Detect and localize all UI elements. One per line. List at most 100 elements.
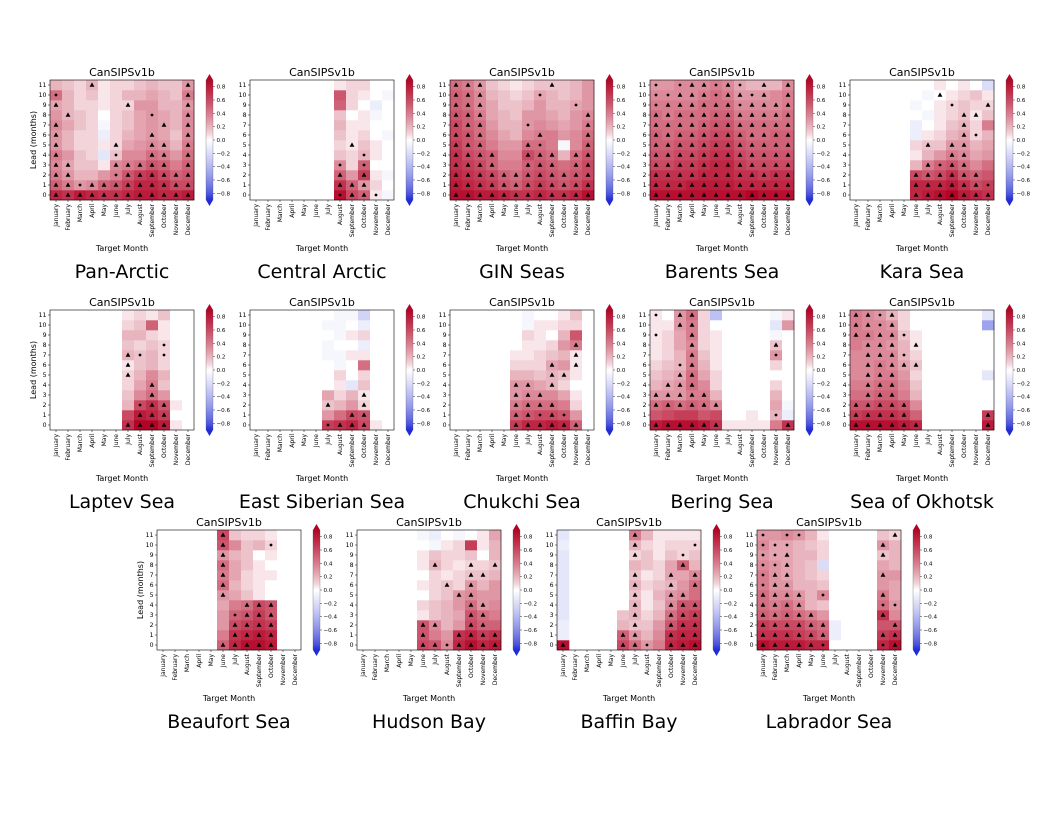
colorbar-tick-label: −0.6 [524, 628, 538, 634]
colorbar-tick-label: 0.4 [724, 561, 733, 567]
heatmap-cell [829, 620, 842, 631]
significance-triangle-marker [677, 142, 683, 147]
heatmap-cell [382, 330, 395, 341]
heatmap-cell [841, 620, 854, 631]
significance-triangle-marker [89, 182, 95, 187]
significance-triangle-marker [865, 352, 871, 357]
heatmap-cell [958, 90, 971, 101]
x-tick-label: April [489, 204, 496, 218]
heatmap-cell [265, 530, 278, 541]
significance-triangle-marker [889, 412, 895, 417]
x-tick-label: December [385, 203, 392, 235]
significance-triangle-marker [761, 152, 767, 157]
heatmap-cell [853, 640, 866, 651]
significance-triangle-marker [101, 192, 107, 197]
significance-triangle-marker [773, 182, 779, 187]
significance-triangle-marker [713, 192, 719, 197]
heatmap-cell [746, 310, 759, 321]
significance-triangle-marker [149, 392, 155, 397]
significance-triangle-marker [620, 642, 626, 647]
heatmap-cell [865, 550, 878, 561]
heatmap-cell [498, 140, 511, 151]
heatmap-cell [557, 630, 570, 641]
significance-triangle-marker [585, 122, 591, 127]
heatmap-cell [922, 330, 935, 341]
significance-triangle-marker [689, 362, 695, 367]
heatmap-cell [534, 330, 547, 341]
significance-triangle-marker [456, 592, 462, 597]
heatmap-cell [889, 580, 902, 591]
heatmap-cell [734, 350, 747, 361]
significance-dot-marker [162, 353, 166, 357]
heatmap-cell [958, 330, 971, 341]
heatmap-cell [570, 90, 583, 101]
heatmap-cell [982, 310, 995, 321]
heatmap-cell [946, 110, 959, 121]
significance-triangle-marker [668, 612, 674, 617]
heatmap-cell [134, 90, 147, 101]
heatmap-cell [74, 120, 87, 131]
heatmap-cell [853, 580, 866, 591]
colorbar-tick-label: 0.0 [817, 138, 826, 144]
heatmap-cell [946, 130, 959, 141]
colorbar-tick-label: 0.0 [924, 588, 933, 594]
heatmap-cell [970, 80, 983, 91]
heatmap-cell [382, 160, 395, 171]
heatmap-cell [558, 350, 571, 361]
heatmap-cell [557, 530, 570, 541]
significance-triangle-marker [773, 142, 779, 147]
significance-triangle-marker [561, 182, 567, 187]
heatmap-cell [382, 320, 395, 331]
heatmap-cell [746, 350, 759, 361]
significance-triangle-marker [737, 162, 743, 167]
colorbar-min-arrow [713, 650, 720, 656]
x-tick-label: April [489, 434, 496, 448]
x-tick-label: February [665, 204, 672, 231]
heatmap-cell [570, 310, 583, 321]
heatmap-cell [322, 320, 335, 331]
heatmap-cell [382, 190, 395, 201]
heatmap-cell [853, 620, 866, 631]
chart-title: CanSIPSv1b [689, 296, 755, 309]
significance-triangle-marker [913, 182, 919, 187]
heatmap-cell [182, 320, 195, 331]
significance-triangle-marker [701, 102, 707, 107]
significance-triangle-marker [784, 562, 790, 567]
heatmap-cell [546, 120, 559, 131]
heatmap-cell [922, 310, 935, 321]
heatmap-cell [417, 540, 430, 551]
significance-triangle-marker [877, 392, 883, 397]
significance-triangle-marker [889, 392, 895, 397]
heatmap-cell [850, 350, 863, 361]
heatmap-cell [429, 570, 442, 581]
heatmap-cell [946, 370, 959, 381]
heatmap-cell [98, 110, 111, 121]
heatmap-cell [850, 380, 863, 391]
significance-triangle-marker [880, 592, 886, 597]
plot-frame [449, 309, 595, 431]
heatmap-cell [934, 420, 947, 431]
heatmap-cell [734, 370, 747, 381]
significance-triangle-marker [161, 412, 167, 417]
significance-triangle-marker [677, 132, 683, 137]
y-tick-label: 9 [443, 332, 447, 339]
colorbar [1005, 79, 1014, 201]
significance-triangle-marker [161, 162, 167, 167]
colorbar-tick-label: −0.4 [217, 165, 231, 171]
y-tick-label: 2 [43, 402, 47, 409]
x-tick-label: July [525, 204, 532, 216]
heatmap-cell [370, 410, 383, 421]
x-tick-label: June [513, 434, 520, 448]
heatmap-cell [522, 320, 535, 331]
significance-dot-marker [881, 603, 885, 607]
significance-triangle-marker [772, 622, 778, 627]
colorbar-tick-label: 0.2 [817, 355, 826, 361]
heatmap-cell [653, 600, 666, 611]
region-caption: Bering Sea [670, 491, 773, 513]
significance-triangle-marker [853, 322, 859, 327]
significance-triangle-marker [665, 102, 671, 107]
significance-triangle-marker [680, 632, 686, 637]
x-tick-label: August [937, 433, 944, 455]
colorbar-tick-label: −0.2 [724, 601, 738, 607]
